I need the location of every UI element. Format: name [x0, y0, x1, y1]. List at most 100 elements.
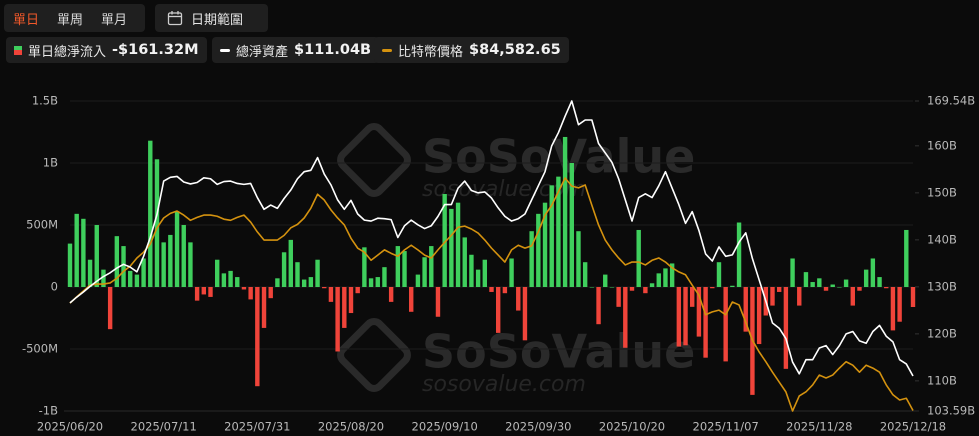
bar	[107, 287, 113, 330]
y-tick-label: 1.5B	[32, 94, 58, 108]
bar	[74, 213, 79, 287]
watermark-logo	[337, 123, 411, 197]
legend-item: 比特幣價格 $84,582.65	[374, 37, 569, 63]
period-button[interactable]: 單周	[57, 12, 84, 28]
bar	[549, 185, 554, 287]
bar	[723, 287, 728, 362]
y2-tick-label: 140B	[927, 232, 957, 246]
legend-name: 總淨資產	[236, 44, 289, 60]
bar	[710, 287, 715, 289]
bar	[134, 274, 140, 287]
bar	[121, 246, 126, 287]
bar	[890, 287, 896, 331]
bar	[268, 287, 273, 299]
y2-tick-label: 103.59B	[927, 404, 975, 418]
bar	[690, 287, 695, 307]
bar	[214, 259, 220, 287]
watermark-url: sosovalue.com	[422, 177, 586, 202]
y-tick-label: -1B	[39, 404, 58, 418]
bar	[756, 287, 762, 345]
bar	[435, 287, 441, 317]
x-tick-label: 2025/10/20	[599, 420, 665, 434]
date-range-button[interactable]: 日期範圍	[155, 4, 268, 32]
bar	[482, 259, 488, 287]
legend-swatch	[14, 45, 22, 55]
bar	[228, 270, 233, 287]
bar	[877, 277, 882, 287]
bar	[516, 287, 521, 311]
bar	[763, 287, 769, 316]
period-button[interactable]: 單月	[101, 12, 128, 28]
bar	[388, 287, 394, 302]
bar	[609, 287, 615, 288]
bar	[703, 287, 708, 358]
bar	[281, 252, 287, 287]
watermark-text: SoSoValue	[422, 325, 695, 379]
bar	[589, 287, 595, 288]
bar	[509, 258, 514, 287]
x-tick-label: 2025/07/31	[224, 420, 290, 434]
bar	[837, 287, 842, 288]
legend-swatch	[382, 48, 392, 52]
x-tick-label: 2025/06/20	[37, 420, 103, 434]
x-tick-label: 2025/11/28	[786, 420, 852, 434]
bar	[817, 278, 822, 287]
bar	[241, 287, 247, 290]
bar	[810, 282, 815, 287]
y2-tick-label: 160B	[927, 138, 957, 152]
bar	[649, 283, 655, 287]
bar	[148, 140, 153, 287]
bar	[442, 194, 447, 287]
bar	[843, 279, 849, 287]
legend-item: 單日總淨流入 -$161.32M	[6, 37, 207, 63]
bar	[87, 259, 93, 287]
legend-value: -$161.32M	[112, 42, 199, 58]
bar	[168, 234, 173, 287]
bar	[101, 269, 106, 287]
bar	[495, 287, 501, 333]
bar	[455, 202, 461, 287]
x-tick-label: 2025/09/30	[505, 420, 571, 434]
bar	[301, 279, 307, 287]
line-price	[69, 177, 914, 412]
legend-item: 總淨資產 $111.04B	[212, 37, 380, 63]
bar	[830, 284, 835, 287]
bar	[255, 287, 260, 387]
legend-value: $84,582.65	[469, 42, 561, 58]
bar	[502, 287, 508, 294]
bar	[683, 287, 688, 346]
bar	[783, 287, 789, 369]
bar	[141, 258, 146, 287]
y-tick-label: 0	[51, 280, 58, 294]
x-tick-label: 2025/07/11	[131, 420, 197, 434]
bar	[529, 231, 534, 287]
bar	[161, 242, 166, 287]
swatch-positive	[14, 45, 22, 50]
bar	[449, 208, 454, 287]
y2-tick-label: 150B	[927, 185, 957, 199]
bar	[904, 229, 909, 287]
bar	[422, 257, 427, 287]
x-tick-label: 2025/12/18	[880, 420, 946, 434]
bar	[208, 287, 213, 297]
bar	[355, 287, 360, 294]
legend-name: 單日總淨流入	[28, 44, 107, 60]
period-button[interactable]: 單日	[13, 12, 40, 28]
bar	[322, 287, 327, 289]
period-toggle: 單日 單周 單月	[4, 4, 145, 32]
bar	[569, 163, 574, 287]
bar	[870, 258, 876, 287]
bar	[362, 247, 367, 287]
y2-tick-label: 130B	[927, 279, 957, 293]
bar	[348, 287, 354, 314]
bar	[375, 277, 380, 287]
bar	[194, 287, 200, 301]
bar	[556, 176, 561, 287]
bar	[235, 277, 240, 287]
bar	[636, 229, 641, 287]
line-assets	[69, 100, 914, 377]
y2-tick-label: 120B	[927, 326, 957, 340]
bar	[582, 262, 588, 287]
